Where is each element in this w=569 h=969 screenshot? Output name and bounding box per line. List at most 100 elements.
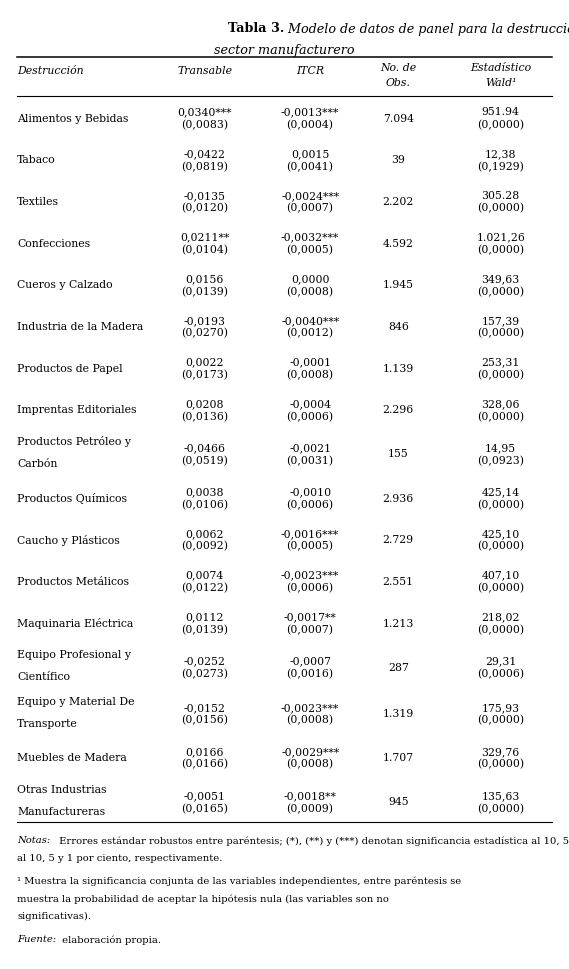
- Text: (0,0007): (0,0007): [287, 625, 333, 635]
- Text: (0,0000): (0,0000): [477, 500, 524, 510]
- Text: 0,0112: 0,0112: [185, 612, 224, 622]
- Text: (0,0008): (0,0008): [287, 760, 333, 769]
- Text: 0,0208: 0,0208: [185, 399, 224, 409]
- Text: (0,0000): (0,0000): [477, 120, 524, 130]
- Text: Notas:: Notas:: [17, 836, 50, 845]
- Text: (0,0005): (0,0005): [287, 245, 333, 255]
- Text: (0,0016): (0,0016): [287, 669, 333, 679]
- Text: (0,1929): (0,1929): [477, 162, 524, 172]
- Text: (0,0819): (0,0819): [182, 162, 228, 172]
- Text: 2.296: 2.296: [383, 405, 414, 416]
- Text: 407,10: 407,10: [481, 571, 520, 580]
- Text: -0,0040***: -0,0040***: [281, 316, 339, 326]
- Text: 0,0038: 0,0038: [185, 487, 224, 497]
- Text: muestra la probabilidad de aceptar la hipótesis nula (las variables son no: muestra la probabilidad de aceptar la hi…: [17, 894, 389, 904]
- Text: (0,0008): (0,0008): [287, 715, 333, 726]
- Text: -0,0016***: -0,0016***: [281, 529, 339, 539]
- Text: Alimentos y Bebidas: Alimentos y Bebidas: [17, 113, 129, 124]
- Text: Industria de la Madera: Industria de la Madera: [17, 322, 143, 332]
- Text: (0,0000): (0,0000): [477, 370, 524, 380]
- Text: -0,0024***: -0,0024***: [281, 191, 339, 201]
- Text: Transporte: Transporte: [17, 719, 78, 729]
- Text: elaboración propia.: elaboración propia.: [59, 935, 160, 945]
- Text: 951.94: 951.94: [482, 108, 519, 117]
- Text: (0,0004): (0,0004): [287, 120, 333, 130]
- Text: Muebles de Madera: Muebles de Madera: [17, 753, 127, 764]
- Text: -0,0004: -0,0004: [289, 399, 331, 409]
- Text: 135,63: 135,63: [481, 791, 520, 801]
- Text: 7.094: 7.094: [383, 113, 414, 124]
- Text: 1.945: 1.945: [383, 280, 414, 291]
- Text: (0,0000): (0,0000): [477, 328, 524, 338]
- Text: Productos Petróleo y: Productos Petróleo y: [17, 436, 131, 448]
- Text: (0,0106): (0,0106): [182, 500, 228, 510]
- Text: 846: 846: [388, 322, 409, 332]
- Text: 175,93: 175,93: [481, 703, 520, 713]
- Text: Obs.: Obs.: [386, 78, 411, 88]
- Text: 155: 155: [388, 450, 409, 459]
- Text: No. de: No. de: [380, 63, 417, 73]
- Text: significativas).: significativas).: [17, 912, 91, 921]
- Text: -0,0252: -0,0252: [184, 656, 226, 667]
- Text: sector manufacturero: sector manufacturero: [215, 44, 354, 56]
- Text: Errores estándar robustos entre paréntesis; (*), (**) y (***) denotan significan: Errores estándar robustos entre paréntes…: [56, 836, 569, 846]
- Text: ¹ Muestra la significancia conjunta de las variables independientes, entre parén: ¹ Muestra la significancia conjunta de l…: [17, 877, 461, 887]
- Text: (0,0000): (0,0000): [477, 412, 524, 422]
- Text: Destrucción: Destrucción: [17, 66, 84, 76]
- Text: 329,76: 329,76: [481, 747, 520, 757]
- Text: Otras Industrias: Otras Industrias: [17, 785, 106, 795]
- Text: -0,0029***: -0,0029***: [281, 747, 339, 757]
- Text: 0,0211**: 0,0211**: [180, 233, 229, 242]
- Text: 39: 39: [391, 155, 405, 166]
- Text: 0,0000: 0,0000: [291, 274, 329, 284]
- Text: Imprentas Editoriales: Imprentas Editoriales: [17, 405, 137, 416]
- Text: 0,0022: 0,0022: [185, 358, 224, 367]
- Text: -0,0032***: -0,0032***: [281, 233, 339, 242]
- Text: Estadístico: Estadístico: [470, 63, 531, 73]
- Text: (0,0006): (0,0006): [287, 583, 333, 593]
- Text: (0,0006): (0,0006): [477, 669, 524, 679]
- Text: (0,0008): (0,0008): [287, 370, 333, 380]
- Text: Científico: Científico: [17, 672, 70, 682]
- Text: 218,02: 218,02: [481, 612, 520, 622]
- Text: (0,0923): (0,0923): [477, 455, 524, 466]
- Text: 157,39: 157,39: [481, 316, 520, 326]
- Text: -0,0013***: -0,0013***: [281, 108, 339, 117]
- Text: 945: 945: [388, 797, 409, 807]
- Text: -0,0051: -0,0051: [184, 791, 226, 801]
- Text: Confecciones: Confecciones: [17, 238, 90, 249]
- Text: 2.729: 2.729: [383, 535, 414, 546]
- Text: (0,0007): (0,0007): [287, 203, 333, 213]
- Text: 328,06: 328,06: [481, 399, 520, 409]
- Text: 2.551: 2.551: [383, 577, 414, 587]
- Text: Caucho y Plásticos: Caucho y Plásticos: [17, 535, 120, 546]
- Text: 0,0340***: 0,0340***: [178, 108, 232, 117]
- Text: Manufactureras: Manufactureras: [17, 807, 105, 817]
- Text: (0,0000): (0,0000): [477, 715, 524, 726]
- Text: -0,0422: -0,0422: [184, 149, 226, 159]
- Text: al 10, 5 y 1 por ciento, respectivamente.: al 10, 5 y 1 por ciento, respectivamente…: [17, 854, 222, 862]
- Text: -0,0193: -0,0193: [184, 316, 226, 326]
- Text: (0,0009): (0,0009): [287, 803, 333, 814]
- Text: 4.592: 4.592: [383, 238, 414, 249]
- Text: (0,0031): (0,0031): [287, 455, 333, 466]
- Text: (0,0008): (0,0008): [287, 287, 333, 297]
- Text: (0,0041): (0,0041): [287, 162, 333, 172]
- Text: (0,0083): (0,0083): [182, 120, 228, 130]
- Text: (0,0000): (0,0000): [477, 803, 524, 814]
- Text: (0,0270): (0,0270): [182, 328, 228, 338]
- Text: 2.202: 2.202: [382, 197, 414, 207]
- Text: 1.319: 1.319: [383, 709, 414, 719]
- Text: -0,0466: -0,0466: [184, 443, 226, 453]
- Text: -0,0135: -0,0135: [184, 191, 226, 201]
- Text: 425,14: 425,14: [481, 487, 520, 497]
- Text: ITCR: ITCR: [296, 66, 324, 76]
- Text: Tabla 3.: Tabla 3.: [228, 22, 284, 35]
- Text: 0,0156: 0,0156: [185, 274, 224, 284]
- Text: Cueros y Calzado: Cueros y Calzado: [17, 280, 113, 291]
- Text: (0,0156): (0,0156): [182, 715, 228, 726]
- Text: Equipo Profesional y: Equipo Profesional y: [17, 650, 131, 660]
- Text: Equipo y Material De: Equipo y Material De: [17, 697, 135, 706]
- Text: (0,0092): (0,0092): [182, 542, 228, 551]
- Text: (0,0000): (0,0000): [477, 583, 524, 593]
